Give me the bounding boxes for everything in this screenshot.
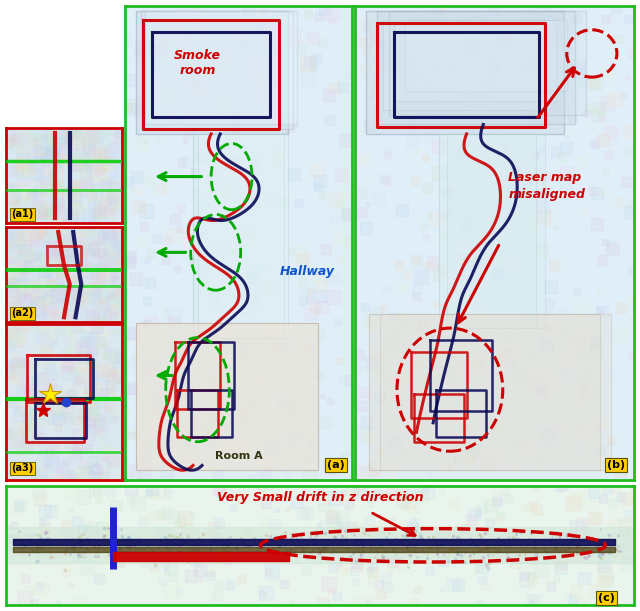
Polygon shape [394,20,556,101]
Text: (b): (b) [607,460,625,470]
Polygon shape [369,314,600,470]
Polygon shape [378,11,575,125]
Polygon shape [198,134,289,337]
Text: (a3): (a3) [11,463,33,474]
Polygon shape [439,134,536,328]
Text: Room A: Room A [214,451,262,461]
Text: Smoke
room: Smoke room [174,49,221,77]
Polygon shape [447,134,545,328]
Polygon shape [383,20,545,110]
Text: Very Small drift in z direction: Very Small drift in z direction [217,491,423,504]
Polygon shape [145,11,298,125]
Polygon shape [388,11,586,115]
Text: Hallway: Hallway [279,265,334,278]
Text: (a2): (a2) [11,308,33,318]
Text: (a1): (a1) [11,209,33,219]
Polygon shape [193,134,284,337]
Polygon shape [136,323,318,470]
Text: (a): (a) [328,460,345,470]
Text: (c): (c) [598,593,615,602]
Polygon shape [366,11,564,134]
Text: Laser map
misaligned: Laser map misaligned [508,171,586,201]
Polygon shape [136,323,318,470]
Polygon shape [405,20,567,91]
Polygon shape [141,11,293,129]
Polygon shape [136,11,289,134]
Polygon shape [380,314,611,470]
